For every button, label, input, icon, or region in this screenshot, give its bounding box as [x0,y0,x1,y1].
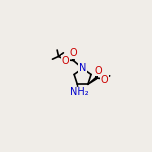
Text: O: O [101,74,108,85]
Text: O: O [62,56,69,66]
Text: O: O [69,48,77,58]
Text: NH₂: NH₂ [71,87,89,97]
Text: O: O [94,66,102,76]
Polygon shape [88,77,97,84]
Text: N: N [79,63,86,73]
